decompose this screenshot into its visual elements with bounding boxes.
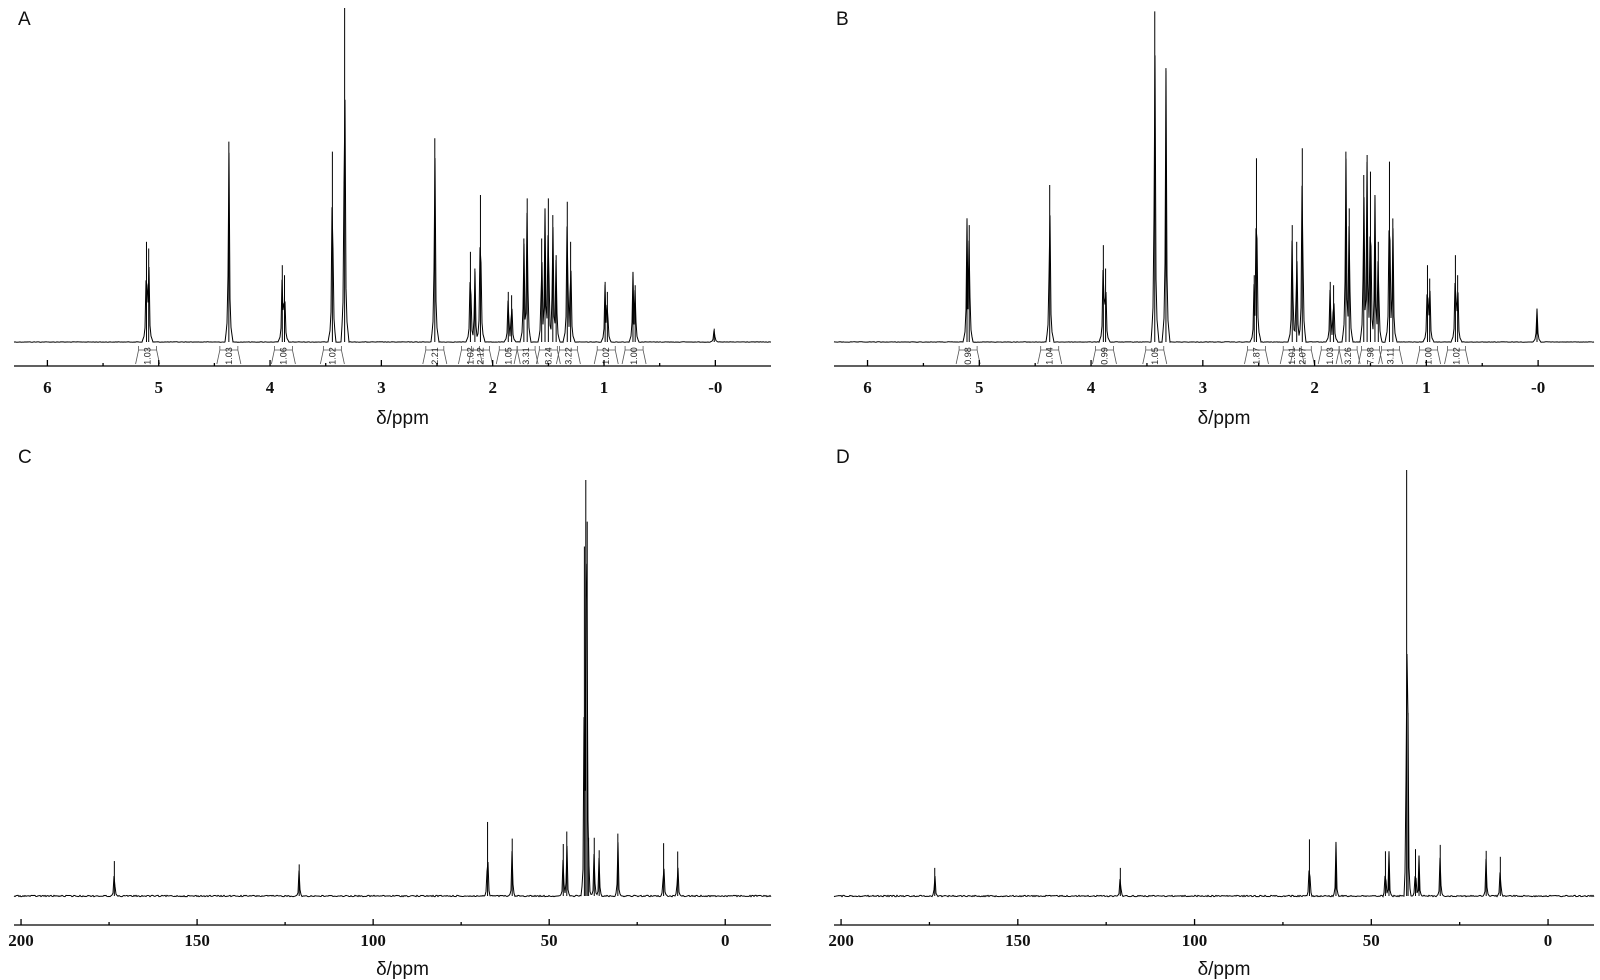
integral-label: 2.12 (475, 347, 485, 365)
integral-bracket (1444, 346, 1469, 365)
integral-bracket (319, 346, 345, 365)
integral-label: 3.31 (521, 347, 531, 365)
x-tick-label: 2 (488, 378, 497, 397)
spectrum-trace (833, 654, 1595, 898)
x-tick-label: 3 (377, 378, 386, 397)
integral-label: 8.24 (543, 347, 553, 365)
integral-label: 3.22 (563, 347, 573, 365)
x-tick-label: 100 (360, 931, 386, 950)
integral-bracket (271, 346, 296, 365)
integral-bracket (135, 346, 160, 365)
integral-label: 2.21 (430, 347, 440, 365)
panel-letter: D (836, 447, 850, 468)
x-tick-label: 6 (43, 378, 52, 397)
x-tick-label: 0 (1544, 931, 1553, 950)
x-tick-label: 1 (1422, 378, 1431, 397)
integral-bracket (1142, 346, 1168, 365)
x-tick-label: 1 (600, 378, 609, 397)
x-tick-label: 50 (541, 931, 558, 950)
integral-label: 1.02 (601, 347, 611, 365)
integral-bracket (593, 346, 619, 365)
x-tick-label: 4 (1087, 378, 1096, 397)
integral-label: 1.00 (629, 347, 639, 365)
x-tick-label: 5 (975, 378, 984, 397)
spectrum-trace (13, 563, 772, 898)
x-tick-label: 50 (1363, 931, 1380, 950)
integral-label: 1.00 (1424, 347, 1434, 365)
integral-label: 2.07 (1297, 347, 1307, 365)
x-tick-label: 200 (828, 931, 854, 950)
x-tick-label: 5 (154, 378, 163, 397)
panel-c: C 200 150 100 50 0 δ/ppm (8, 447, 772, 980)
integral-bracket (422, 346, 448, 365)
integral-bracket (216, 346, 242, 365)
panel-letter: C (18, 447, 32, 468)
integral-label: 1.02 (1452, 347, 1462, 365)
x-tick-label: -0 (1531, 378, 1545, 397)
integral-label: 1.05 (1150, 347, 1160, 365)
integral-label: 1.02 (327, 347, 337, 365)
integral-label: 1.06 (278, 347, 288, 365)
integral-label: 1.03 (143, 347, 153, 365)
panel-letter: B (836, 9, 849, 30)
x-tick-label: 150 (1005, 931, 1031, 950)
x-tick-label: 150 (184, 931, 210, 950)
panel-d: D 200 150 100 50 0 δ/ppm (828, 447, 1595, 980)
panel-b: B0.98 1.04 0.99 1.05 1.87 1.01 2.07 1.03 3.26 7.9… (833, 9, 1595, 429)
integral-bracket (955, 346, 981, 365)
x-tick-label: 100 (1182, 931, 1208, 950)
integral-bracket (1358, 346, 1383, 365)
integral-bracket (1092, 346, 1117, 365)
x-tick-label: 2 (1310, 378, 1319, 397)
x-tick-label: 200 (8, 931, 34, 950)
integral-bracket (468, 346, 493, 365)
x-axis-title: δ/ppm (376, 959, 429, 980)
integral-label: 7.98 (1365, 347, 1375, 365)
integral-label: 1.05 (503, 347, 513, 365)
integral-label: 1.87 (1251, 347, 1261, 365)
spectrum-trace (833, 55, 1595, 343)
x-tick-label: 4 (266, 378, 275, 397)
x-axis-title: δ/ppm (1198, 408, 1251, 429)
integral-label: 0.99 (1099, 347, 1109, 365)
spectrum-trace (13, 99, 772, 343)
x-tick-label: 3 (1199, 378, 1208, 397)
panel-a: A 1.03 1.03 1.06 1.02 2.21 1.02 2.12 1.05 3.31 8.2… (13, 8, 772, 429)
integral-label: 1.03 (224, 347, 234, 365)
integral-label: 0.98 (963, 347, 973, 365)
integral-bracket (1378, 346, 1403, 365)
integral-label: 3.11 (1386, 348, 1396, 365)
integral-bracket (535, 346, 561, 365)
integral-label: 3.26 (1343, 347, 1353, 365)
integral-bracket (621, 346, 647, 365)
panel-letter: A (18, 9, 31, 30)
x-tick-label: 6 (863, 378, 872, 397)
integral-label: 1.03 (1325, 347, 1335, 365)
integral-bracket (1416, 346, 1441, 365)
integral-bracket (1244, 346, 1269, 365)
x-axis-title: δ/ppm (1198, 959, 1251, 980)
integral-bracket (555, 346, 581, 365)
x-axis-title: δ/ppm (376, 408, 429, 429)
x-tick-label: -0 (708, 378, 722, 397)
integral-bracket (1037, 346, 1063, 365)
x-tick-label: 0 (721, 931, 730, 950)
integral-label: 1.04 (1045, 347, 1055, 365)
integral-bracket (1289, 346, 1315, 365)
